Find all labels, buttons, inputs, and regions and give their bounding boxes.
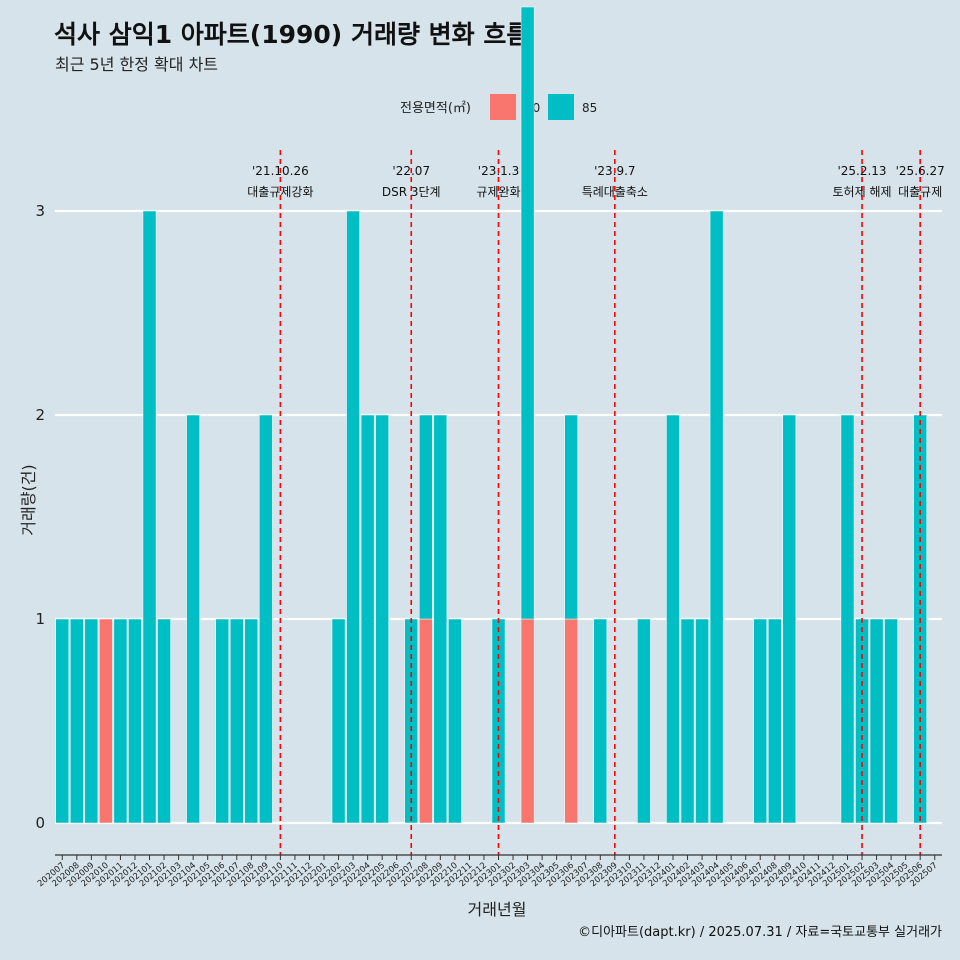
bar-85-202303 <box>520 6 535 620</box>
bar-80-202303 <box>520 618 535 824</box>
bar-85-202407 <box>753 618 768 824</box>
legend-title: 전용면적(㎡) <box>400 101 471 116</box>
bar-85-202402 <box>680 618 695 824</box>
bar-85-202008 <box>70 618 84 824</box>
y-tick-label: 3 <box>35 202 45 220</box>
bar-85-202007 <box>55 618 70 824</box>
chart-subtitle: 최근 5년 한정 확대 차트 <box>55 55 218 74</box>
event-text-label: 대출규제 <box>898 185 942 199</box>
event-text-label: 규제완화 <box>476 185 520 199</box>
y-tick-label: 0 <box>35 814 45 832</box>
bar-85-202011 <box>113 618 128 824</box>
bar-85-202102 <box>157 618 171 824</box>
bar-85-202109 <box>259 414 273 824</box>
legend: 전용면적(㎡) 80 85 <box>400 94 597 120</box>
bar-85-202403 <box>695 618 709 824</box>
event-lines: '21.10.26 대출규제강화 '22.07 DSR 3단계 '23.1.3 규제완화 '… <box>247 150 945 855</box>
bar-85-202209 <box>433 414 448 824</box>
event-date-label: '23.1.3 <box>478 164 519 178</box>
bar-85-202501 <box>840 414 855 824</box>
event-date-label: '22.07 <box>392 164 430 178</box>
bar-85-202009 <box>84 618 99 824</box>
bar-85-202208 <box>419 414 433 620</box>
bar-85-202306 <box>564 414 578 620</box>
source-caption: ©디아파트(dapt.kr) / 2025.07.31 / 자료=국토교통부 실… <box>578 925 942 940</box>
bar-85-202012 <box>128 618 142 824</box>
y-tick-label: 2 <box>35 406 45 424</box>
bar-85-202203 <box>346 210 360 824</box>
y-axis-label: 거래량(건) <box>19 464 38 535</box>
bar-85-202401 <box>666 414 680 824</box>
bar-85-202101 <box>142 210 157 824</box>
bar-85-202104 <box>186 414 200 824</box>
bars <box>55 6 927 824</box>
x-axis: 2020072020082020092020102020112020122021… <box>36 854 942 889</box>
event-date-label: '23.9.7 <box>594 164 635 178</box>
bar-85-202503 <box>869 618 884 824</box>
chart-title: 석사 삼익1 아파트(1990) 거래량 변화 흐름 <box>54 20 529 49</box>
event-text-label: 토허제 해제 <box>833 185 892 199</box>
legend-swatch-80 <box>490 94 516 120</box>
bar-85-202409 <box>782 414 797 824</box>
bar-85-202404 <box>709 210 724 824</box>
bar-85-202504 <box>884 618 898 824</box>
bar-85-202308 <box>593 618 608 824</box>
bar-85-202107 <box>229 618 244 824</box>
bar-85-202106 <box>215 618 230 824</box>
event-text-label: 특례대출축소 <box>582 185 648 199</box>
event-text-label: DSR 3단계 <box>382 185 441 199</box>
event-date-label: '21.10.26 <box>252 164 309 178</box>
event-text-label: 대출규제강화 <box>247 185 313 199</box>
legend-swatch-85 <box>548 94 574 120</box>
bar-85-202408 <box>767 618 782 824</box>
bar-85-202311 <box>637 618 651 824</box>
y-axis: 0 1 2 3 <box>35 202 45 832</box>
bar-85-202204 <box>360 414 375 824</box>
bar-85-202205 <box>375 414 389 824</box>
bar-80-202208 <box>419 618 433 824</box>
bar-85-202202 <box>331 618 346 824</box>
bar-85-202210 <box>448 618 462 824</box>
legend-label-85: 85 <box>582 101 597 115</box>
x-axis-label: 거래년월 <box>468 900 527 919</box>
bar-85-202108 <box>244 618 259 824</box>
bar-80-202306 <box>564 618 578 824</box>
event-date-label: '25.2.13 <box>837 164 886 178</box>
y-tick-label: 1 <box>35 610 45 628</box>
bar-80-202010 <box>99 618 113 824</box>
event-date-label: '25.6.27 <box>896 164 945 178</box>
